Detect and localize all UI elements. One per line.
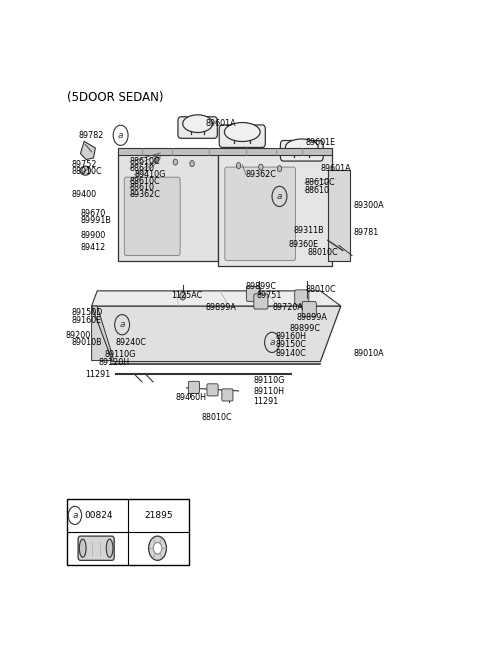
Text: 89601A: 89601A	[321, 163, 351, 173]
FancyBboxPatch shape	[280, 140, 323, 161]
Polygon shape	[118, 148, 332, 155]
Polygon shape	[92, 306, 112, 361]
Polygon shape	[92, 306, 341, 361]
Text: 89601A: 89601A	[205, 119, 236, 128]
Text: 89899A: 89899A	[296, 313, 327, 321]
Text: 89782: 89782	[79, 131, 104, 140]
FancyBboxPatch shape	[222, 389, 233, 401]
Text: 89110G: 89110G	[105, 350, 136, 359]
Circle shape	[173, 159, 178, 165]
Ellipse shape	[80, 166, 91, 175]
Text: 89200: 89200	[66, 331, 91, 340]
Text: 89010B: 89010B	[71, 338, 102, 348]
Text: 89110H: 89110H	[253, 388, 285, 396]
Text: 89601E: 89601E	[305, 138, 336, 148]
Text: 11291: 11291	[253, 398, 279, 407]
Text: a: a	[269, 338, 275, 347]
Text: 89120H: 89120H	[99, 358, 130, 367]
Text: a: a	[120, 320, 125, 329]
Text: 89150C: 89150C	[276, 340, 307, 349]
Text: 89670: 89670	[81, 209, 106, 218]
Text: 88010C: 88010C	[305, 285, 336, 295]
Text: 00824: 00824	[84, 511, 113, 520]
Text: 89160E: 89160E	[71, 316, 101, 325]
Text: 89400: 89400	[72, 190, 97, 199]
Text: 88010C: 88010C	[202, 413, 232, 422]
Text: 89110G: 89110G	[253, 377, 285, 385]
Text: 89899C: 89899C	[246, 282, 277, 291]
Text: 89362C: 89362C	[246, 170, 277, 179]
Text: 89752: 89752	[72, 160, 97, 169]
Ellipse shape	[106, 539, 113, 558]
Text: 89160H: 89160H	[276, 332, 307, 341]
Polygon shape	[92, 306, 114, 361]
Text: a: a	[118, 131, 123, 140]
Text: 89360E: 89360E	[288, 240, 319, 249]
Text: 89751: 89751	[256, 291, 282, 300]
Text: 88610C: 88610C	[130, 157, 161, 166]
Text: 89899A: 89899A	[205, 303, 236, 312]
Text: 88610: 88610	[130, 163, 155, 173]
Text: 89460H: 89460H	[175, 394, 206, 402]
Text: 89362C: 89362C	[130, 190, 161, 199]
Text: 89720A: 89720A	[272, 303, 303, 312]
FancyBboxPatch shape	[225, 167, 296, 260]
Polygon shape	[118, 152, 218, 260]
Text: 89010A: 89010A	[354, 349, 384, 358]
Text: 89311B: 89311B	[294, 226, 324, 236]
Text: 88610: 88610	[130, 183, 155, 192]
Ellipse shape	[225, 123, 260, 142]
FancyBboxPatch shape	[67, 499, 190, 565]
Text: 88010C: 88010C	[72, 167, 103, 176]
Polygon shape	[81, 141, 96, 159]
FancyBboxPatch shape	[124, 177, 180, 255]
FancyBboxPatch shape	[254, 294, 268, 309]
Circle shape	[180, 292, 186, 300]
Circle shape	[153, 543, 162, 554]
FancyBboxPatch shape	[78, 536, 114, 560]
Text: 89150D: 89150D	[71, 308, 103, 317]
Circle shape	[149, 536, 167, 560]
Text: 89991B: 89991B	[81, 216, 111, 225]
Text: 89412: 89412	[81, 243, 106, 253]
Text: 88610C: 88610C	[305, 178, 336, 187]
Text: 88610C: 88610C	[130, 176, 161, 186]
Text: 89410G: 89410G	[134, 170, 166, 179]
Text: 1125AC: 1125AC	[172, 291, 203, 300]
Text: 89900: 89900	[81, 231, 106, 240]
Circle shape	[259, 164, 263, 170]
FancyBboxPatch shape	[295, 290, 309, 305]
Text: 89300A: 89300A	[354, 201, 384, 210]
Text: a: a	[72, 511, 78, 520]
FancyBboxPatch shape	[188, 381, 200, 394]
Circle shape	[236, 163, 241, 169]
FancyBboxPatch shape	[219, 125, 265, 148]
Text: 89240C: 89240C	[115, 338, 146, 348]
Text: 89899C: 89899C	[290, 324, 321, 333]
Text: 21895: 21895	[144, 511, 173, 520]
Text: 89140C: 89140C	[276, 349, 307, 358]
Text: (5DOOR SEDAN): (5DOOR SEDAN)	[67, 91, 164, 104]
Text: 11291: 11291	[85, 370, 110, 379]
Ellipse shape	[183, 115, 213, 133]
Ellipse shape	[286, 139, 318, 155]
Ellipse shape	[79, 539, 86, 558]
FancyBboxPatch shape	[178, 117, 217, 138]
Circle shape	[277, 165, 282, 172]
Polygon shape	[328, 170, 350, 260]
Circle shape	[155, 157, 159, 163]
Circle shape	[190, 161, 194, 167]
Text: 88610: 88610	[305, 186, 330, 195]
Text: 89781: 89781	[354, 228, 379, 237]
Text: 88010C: 88010C	[307, 248, 338, 257]
Polygon shape	[92, 291, 341, 306]
FancyBboxPatch shape	[207, 384, 218, 396]
FancyBboxPatch shape	[302, 302, 316, 317]
FancyBboxPatch shape	[246, 286, 261, 302]
Text: a: a	[277, 192, 282, 201]
Polygon shape	[218, 150, 332, 266]
